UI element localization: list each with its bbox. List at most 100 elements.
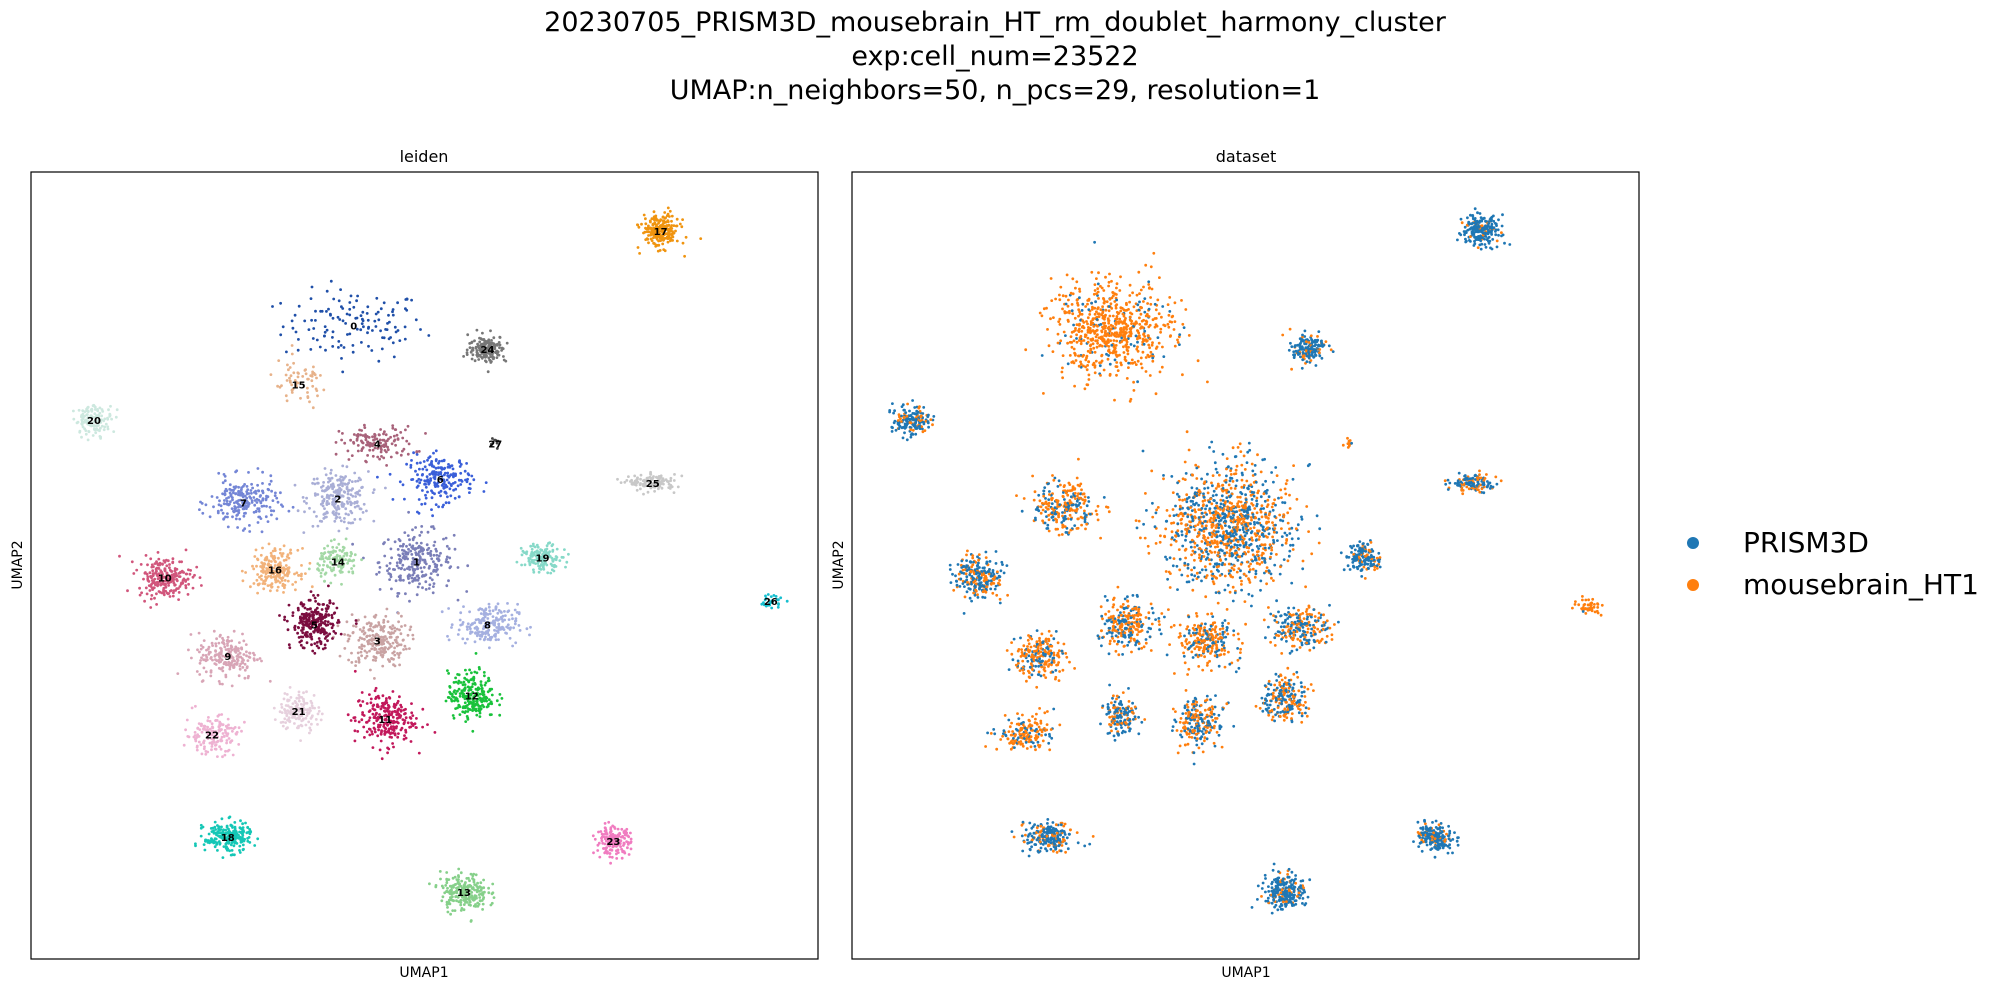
cell-point-cluster-12 bbox=[476, 686, 480, 690]
cluster-label-12: 12 bbox=[465, 691, 479, 702]
cell-point-cluster-0 bbox=[391, 310, 394, 314]
cell-point-cluster-22 bbox=[196, 726, 200, 730]
cell-point-cluster-12 bbox=[446, 669, 449, 672]
cell-point-cluster-23 bbox=[622, 841, 626, 845]
cell-point-cluster-4 bbox=[363, 423, 366, 427]
cell-point-cluster-15 bbox=[292, 371, 296, 375]
cell-point-cluster-3 bbox=[403, 624, 407, 627]
cell-point-cluster-18 bbox=[213, 837, 217, 841]
cell-point-cluster-8 bbox=[494, 635, 497, 638]
cell-point-cluster-2 bbox=[329, 493, 333, 497]
cell-point-cluster-2 bbox=[316, 481, 319, 485]
cell-point-cluster-16 bbox=[260, 569, 263, 573]
cell-point-cluster-3 bbox=[411, 637, 415, 641]
cell-point-cluster-2 bbox=[345, 527, 349, 530]
cell-point-cluster-10 bbox=[155, 603, 159, 606]
cell-point-cluster-2 bbox=[315, 477, 319, 481]
cell-point-cluster-6 bbox=[459, 471, 463, 475]
cell-point-cluster-25 bbox=[649, 470, 652, 474]
cell-point-cluster-17 bbox=[654, 214, 658, 218]
cell-point-cluster-7 bbox=[287, 509, 291, 513]
cell-point-cluster-6 bbox=[446, 471, 450, 475]
cell-point-cluster-1 bbox=[351, 542, 354, 546]
cell-point-cluster-9 bbox=[214, 642, 218, 645]
cell-point-cluster-2 bbox=[358, 493, 362, 497]
cell-point-cluster-17 bbox=[636, 223, 639, 227]
cell-point-cluster-15 bbox=[290, 352, 294, 356]
cell-point-cluster-19 bbox=[527, 557, 531, 561]
cell-point-cluster-17 bbox=[668, 209, 672, 213]
cell-point-cluster-0 bbox=[329, 313, 332, 317]
cell-point-cluster-1 bbox=[417, 558, 421, 562]
cell-point-cluster-9 bbox=[204, 670, 208, 674]
cell-point-cluster-1 bbox=[421, 547, 425, 551]
cell-point-cluster-7 bbox=[291, 505, 295, 509]
cell-point-cluster-18 bbox=[207, 832, 211, 836]
cell-point-cluster-24 bbox=[486, 370, 490, 374]
cell-point-cluster-9 bbox=[252, 651, 255, 655]
cell-point-cluster-9 bbox=[226, 644, 229, 647]
cell-point-cluster-19 bbox=[537, 570, 541, 574]
cell-point-cluster-9 bbox=[197, 631, 201, 635]
cluster-label-10: 10 bbox=[158, 573, 172, 584]
cell-point-cluster-5 bbox=[324, 619, 327, 623]
cell-point-cluster-5 bbox=[283, 615, 287, 619]
cell-point-cluster-5 bbox=[316, 593, 320, 597]
cell-point-cluster-13 bbox=[481, 902, 485, 906]
cell-point-cluster-10 bbox=[167, 592, 171, 595]
cell-point-cluster-18 bbox=[233, 853, 236, 857]
cell-point-cluster-6 bbox=[430, 471, 434, 475]
cell-point-cluster-2 bbox=[353, 501, 356, 505]
cell-point-cluster-0 bbox=[381, 336, 384, 339]
cell-point-cluster-16 bbox=[263, 558, 267, 562]
cell-point-cluster-24 bbox=[462, 355, 465, 358]
cell-point-cluster-1 bbox=[407, 577, 410, 580]
cell-point-cluster-13 bbox=[475, 890, 479, 894]
cell-point-cluster-2 bbox=[312, 510, 316, 514]
cell-point-cluster-13 bbox=[446, 910, 450, 914]
cell-point-cluster-7 bbox=[260, 530, 264, 534]
cell-point-cluster-18 bbox=[226, 847, 230, 850]
cell-point-cluster-7 bbox=[216, 511, 220, 515]
cell-point-cluster-14 bbox=[321, 568, 325, 571]
cell-point-cluster-17 bbox=[666, 206, 670, 210]
cell-point-cluster-0 bbox=[338, 318, 342, 321]
cell-point-cluster-4 bbox=[360, 449, 363, 452]
cluster-label-15: 15 bbox=[292, 381, 306, 392]
cell-point-cluster-1 bbox=[377, 570, 381, 574]
cell-point-cluster-11 bbox=[397, 732, 400, 735]
cell-point-cluster-5 bbox=[306, 608, 309, 611]
cell-point-cluster-8 bbox=[497, 622, 501, 626]
cell-point-cluster-20 bbox=[80, 415, 83, 419]
cell-point-cluster-12 bbox=[500, 697, 504, 700]
cell-point-cluster-22 bbox=[227, 726, 231, 730]
cell-point-cluster-7 bbox=[258, 515, 262, 519]
cell-point-cluster-20 bbox=[108, 412, 112, 416]
cell-point-cluster-23 bbox=[626, 846, 629, 850]
cell-point-cluster-13 bbox=[439, 877, 442, 881]
cell-point-cluster-3 bbox=[374, 659, 377, 662]
cell-point-cluster-8 bbox=[483, 615, 487, 619]
cell-point-cluster-8 bbox=[491, 615, 495, 618]
cluster-label-20: 20 bbox=[87, 416, 101, 427]
cell-point-cluster-21 bbox=[297, 693, 301, 697]
cell-point-cluster-6 bbox=[424, 496, 428, 500]
cell-point-cluster-10 bbox=[191, 575, 195, 579]
cell-point-cluster-18 bbox=[230, 824, 234, 828]
cell-point-cluster-12 bbox=[458, 713, 462, 716]
cell-point-cluster-0 bbox=[341, 370, 345, 374]
cell-point-cluster-22 bbox=[223, 728, 227, 732]
cell-point-cluster-7 bbox=[208, 515, 212, 519]
cell-point-cluster-3 bbox=[373, 625, 377, 629]
cell-point-cluster-23 bbox=[629, 837, 633, 841]
cell-point-cluster-2 bbox=[342, 490, 346, 493]
cell-point-cluster-6 bbox=[466, 472, 470, 476]
cell-point-cluster-24 bbox=[502, 355, 505, 358]
cell-point-cluster-21 bbox=[280, 703, 283, 706]
cell-point-cluster-24 bbox=[470, 357, 474, 361]
cell-point-cluster-6 bbox=[448, 487, 452, 491]
cell-point-cluster-12 bbox=[483, 674, 486, 678]
cell-point-cluster-13 bbox=[455, 878, 459, 881]
cell-point-cluster-22 bbox=[237, 743, 241, 746]
cell-point-cluster-17 bbox=[680, 225, 684, 229]
